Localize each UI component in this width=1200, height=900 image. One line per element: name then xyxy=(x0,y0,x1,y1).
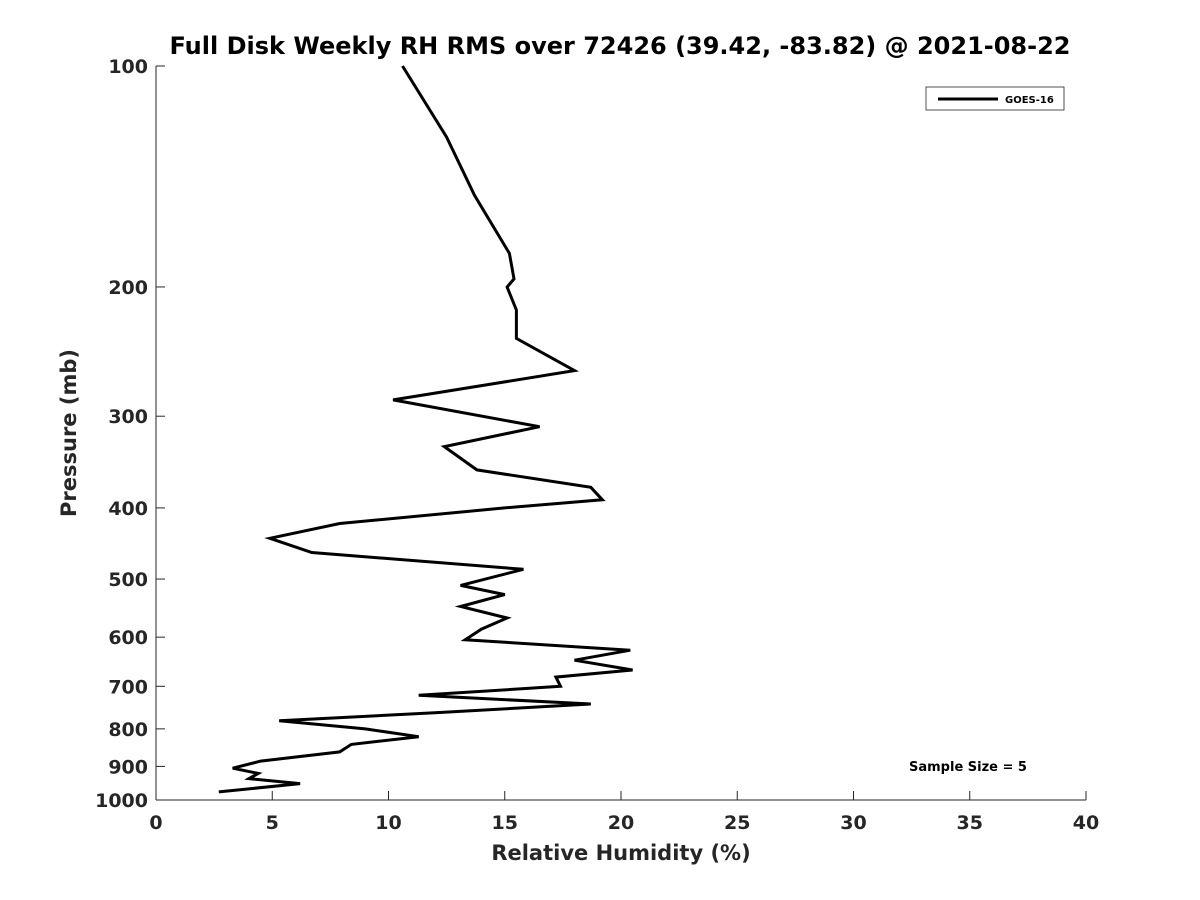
y-tick-label: 1000 xyxy=(95,790,148,812)
x-tick-label: 40 xyxy=(1073,812,1099,834)
y-tick-label: 500 xyxy=(108,569,148,591)
y-tick-label: 100 xyxy=(108,56,148,78)
x-tick-label: 5 xyxy=(266,812,279,834)
y-ticks: 100 200 300 400 500 600 700 800 900 1000 xyxy=(95,56,165,812)
x-axis-label: Relative Humidity (%) xyxy=(491,841,750,865)
y-tick-label: 300 xyxy=(108,406,148,428)
y-tick-label: 400 xyxy=(108,498,148,520)
x-tick-label: 15 xyxy=(492,812,518,834)
x-tick-label: 20 xyxy=(608,812,634,834)
legend: GOES-16 xyxy=(925,86,1065,111)
y-tick-label: 900 xyxy=(108,756,148,778)
legend-label-goes-16: GOES-16 xyxy=(1005,95,1054,106)
series-layer xyxy=(218,65,633,794)
x-tick-label: 0 xyxy=(149,812,162,834)
x-tick-label: 25 xyxy=(724,812,750,834)
y-tick-label: 700 xyxy=(108,676,148,698)
series-line-goes-16 xyxy=(218,65,633,794)
x-tick-label: 10 xyxy=(375,812,401,834)
y-tick-label: 800 xyxy=(108,719,148,741)
sample-size-annotation: Sample Size = 5 xyxy=(909,760,1027,775)
x-tick-label: 30 xyxy=(840,812,866,834)
x-tick-label: 35 xyxy=(957,812,983,834)
axes xyxy=(155,66,1086,801)
chart-title: Full Disk Weekly RH RMS over 72426 (39.4… xyxy=(169,32,1070,60)
y-tick-label: 200 xyxy=(108,277,148,299)
y-axis-label: Pressure (mb) xyxy=(57,349,81,517)
x-ticks: 0 5 10 15 20 25 30 35 40 xyxy=(149,791,1099,834)
y-tick-label: 600 xyxy=(108,627,148,649)
